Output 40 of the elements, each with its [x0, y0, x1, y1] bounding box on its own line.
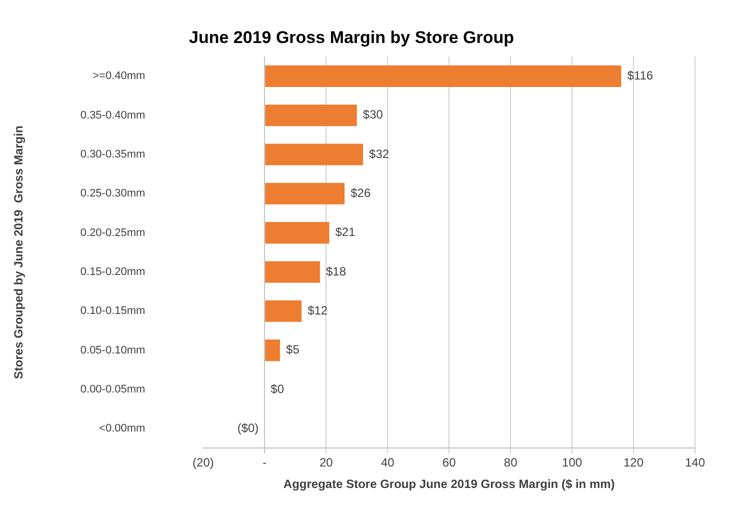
bar: [265, 222, 330, 244]
chart-title: June 2019 Gross Margin by Store Group: [189, 28, 514, 48]
x-tick-label: 120: [624, 456, 644, 470]
data-label: $30: [362, 108, 384, 122]
y-tick-label: >=0.40mm: [92, 70, 146, 82]
y-tick-label: 0.15-0.20mm: [80, 266, 146, 278]
data-label: ($0): [237, 420, 259, 435]
data-label: $0: [270, 382, 284, 396]
bar: [265, 65, 622, 87]
y-axis-title: Stores Grouped by June 2019 Gross Margin: [12, 126, 26, 380]
data-label: $5: [286, 342, 300, 357]
y-tick-label: 0.30-0.35mm: [80, 148, 146, 161]
x-tick-label: 100: [562, 456, 582, 470]
bar: [265, 182, 345, 204]
y-tick-label: <0.00mm: [99, 422, 146, 435]
x-tick-label: 140: [684, 456, 706, 470]
bar: [265, 104, 357, 126]
data-label: $18: [326, 264, 346, 278]
y-tick-label: 0.35-0.40mm: [80, 109, 146, 122]
y-tick-label: 0.00-0.05mm: [80, 383, 146, 396]
x-tick-label: (20): [192, 456, 214, 470]
y-tick-label: 0.05-0.10mm: [80, 344, 146, 356]
data-label: $32: [369, 146, 390, 161]
x-axis-title: Aggregate Store Group June 2019 Gross Margin ($ in mm): [283, 477, 615, 492]
x-tick-label: 80: [504, 456, 518, 470]
data-label: $116: [627, 68, 654, 82]
y-tick-label: 0.10-0.15mm: [80, 305, 146, 318]
y-tick-label: 0.25-0.30mm: [80, 188, 146, 200]
x-tick-label: 40: [380, 456, 395, 470]
y-tick-label: 0.20-0.25mm: [80, 226, 146, 239]
bar: [265, 300, 302, 322]
data-label: $26: [350, 186, 371, 200]
bar: [265, 144, 364, 166]
bar: [265, 261, 320, 283]
x-tick-label: 60: [442, 456, 456, 470]
x-tick-label: 20: [319, 456, 334, 470]
data-label: $12: [308, 303, 328, 318]
data-label: $21: [335, 225, 356, 240]
bar: [265, 340, 280, 362]
x-tick-label: -: [262, 456, 267, 470]
